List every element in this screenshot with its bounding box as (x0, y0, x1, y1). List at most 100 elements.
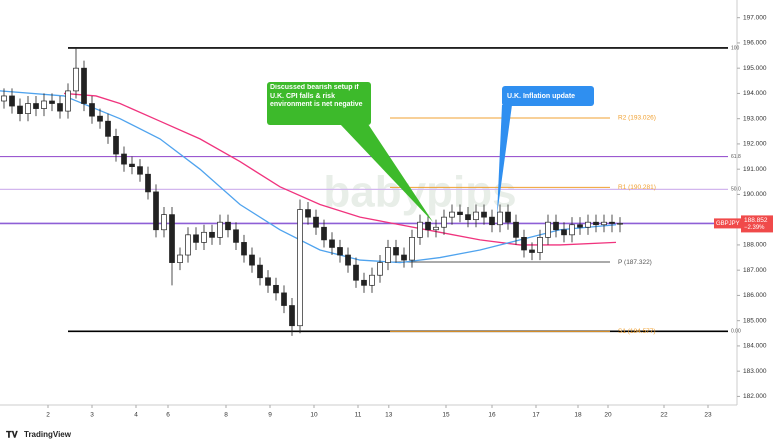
candle-body (577, 224, 583, 228)
candle-body (177, 254, 183, 263)
candle-body (113, 136, 119, 155)
candle-body (257, 264, 263, 279)
candle-body (457, 211, 463, 215)
candle-body (417, 221, 423, 238)
axes: 197.000 196.000 195.000 194.000 193.000 192.0… (46, 14, 767, 418)
candle-body (385, 247, 391, 263)
y-tick-label: 187.000 (743, 267, 767, 274)
price-tag (741, 215, 773, 233)
candle-body (537, 237, 543, 253)
y-tick-label: 188.000 (743, 242, 767, 249)
y-tick-label: 194.000 (743, 90, 767, 97)
x-tick-label: 8 (224, 412, 228, 419)
candle-body (473, 211, 479, 221)
candle-body (169, 214, 175, 263)
y-tick-label: 191.000 (743, 166, 767, 173)
pivot-label: R1 (190.281) (618, 184, 656, 191)
candle-body (585, 221, 591, 228)
candle-body (137, 166, 143, 175)
candle-body (481, 211, 487, 218)
callout-text: U.K. Inflation update (507, 93, 575, 100)
callout-box (267, 82, 371, 125)
x-tick-label: 3 (90, 412, 94, 419)
candle-body (609, 221, 615, 224)
pivot-label: R2 (193.026) (618, 115, 656, 122)
y-tick-label: 185.000 (743, 317, 767, 324)
candle-body (41, 100, 47, 109)
callout-arrow (340, 124, 433, 222)
candle-body (193, 234, 199, 243)
candle-body (273, 284, 279, 294)
symbol-tag (714, 218, 741, 229)
candle-body (361, 279, 367, 286)
candle-body (465, 214, 471, 221)
candle-body (241, 242, 247, 256)
candle-body (73, 67, 79, 92)
candle-body (305, 209, 311, 218)
candle-body (65, 90, 71, 112)
callout-box (502, 86, 594, 106)
candle-body (297, 209, 303, 327)
candle-body (401, 254, 407, 261)
y-tick-label: 184.000 (743, 343, 767, 350)
brand: TradingView (24, 430, 72, 439)
candle-body (449, 211, 455, 218)
callout-text: Discussed bearish setup if U.K. CPI fall… (270, 84, 363, 108)
x-tick-label: 18 (574, 412, 582, 419)
candle-body (441, 216, 447, 228)
x-tick-label: 10 (310, 412, 318, 419)
x-tick-label: 6 (166, 412, 170, 419)
candle-body (129, 163, 135, 167)
candle-body (505, 211, 511, 223)
candle-body (601, 221, 607, 226)
price-label: 188.852 (744, 217, 768, 224)
candle-body (249, 254, 255, 266)
y-tick-label: 186.000 (743, 292, 767, 299)
candle-body (433, 226, 439, 231)
change-label: −2.39% (744, 225, 765, 231)
y-tick-label: 190.000 (743, 191, 767, 198)
candle-body (545, 221, 551, 238)
fib-label: 50.0 (731, 187, 741, 193)
candle-body (153, 191, 159, 231)
candle-body (281, 292, 287, 306)
candle-body (233, 229, 239, 243)
candle-body (529, 249, 535, 253)
candle-body (497, 211, 503, 226)
candle-body (489, 216, 495, 226)
y-tick-label: 192.000 (743, 141, 767, 148)
x-tick-label: 9 (268, 412, 272, 419)
watermark: babypips (323, 168, 516, 217)
candle-body (569, 224, 575, 236)
y-tick-label: 197.000 (743, 14, 767, 21)
candle-body (89, 103, 95, 117)
candle-body (425, 221, 431, 231)
candle-body (329, 239, 335, 248)
candle-body (337, 247, 343, 256)
candle-body (9, 95, 15, 107)
pivot-label: S1 (184.577) (618, 328, 656, 335)
candle-body (321, 226, 327, 241)
candle-body (161, 214, 167, 231)
candle-body (57, 103, 63, 112)
candle-body (17, 105, 23, 114)
x-tick-label: 23 (704, 412, 712, 419)
x-tick-label: 22 (660, 412, 668, 419)
candle-body (105, 120, 111, 137)
candle-body (1, 95, 7, 102)
brand-logo: 𝐓𝐕 (6, 429, 19, 439)
callout: Discussed bearish setup if U.K. CPI fall… (270, 84, 363, 108)
x-tick-label: 15 (442, 412, 450, 419)
candle-body (345, 254, 351, 266)
candle-body (81, 67, 87, 104)
fib-label: 0.00 (731, 329, 741, 335)
candle-body (593, 221, 599, 226)
candle-body (353, 264, 359, 281)
candle-body (145, 173, 151, 193)
y-tick-label: 193.000 (743, 115, 767, 122)
x-tick-label: 13 (385, 412, 393, 419)
candle-body (561, 229, 567, 236)
fib-label: 100 (731, 45, 740, 51)
candle-body (521, 237, 527, 251)
